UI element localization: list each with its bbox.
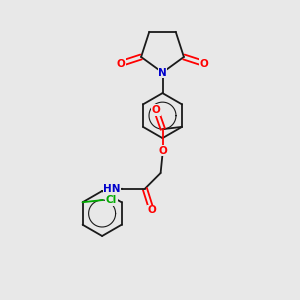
Text: O: O	[158, 146, 167, 155]
Text: Cl: Cl	[106, 195, 117, 205]
Text: HN: HN	[103, 184, 121, 194]
Text: N: N	[158, 68, 167, 77]
Text: O: O	[147, 205, 156, 215]
Text: O: O	[200, 58, 208, 69]
Text: O: O	[116, 58, 125, 69]
Text: O: O	[152, 105, 161, 115]
